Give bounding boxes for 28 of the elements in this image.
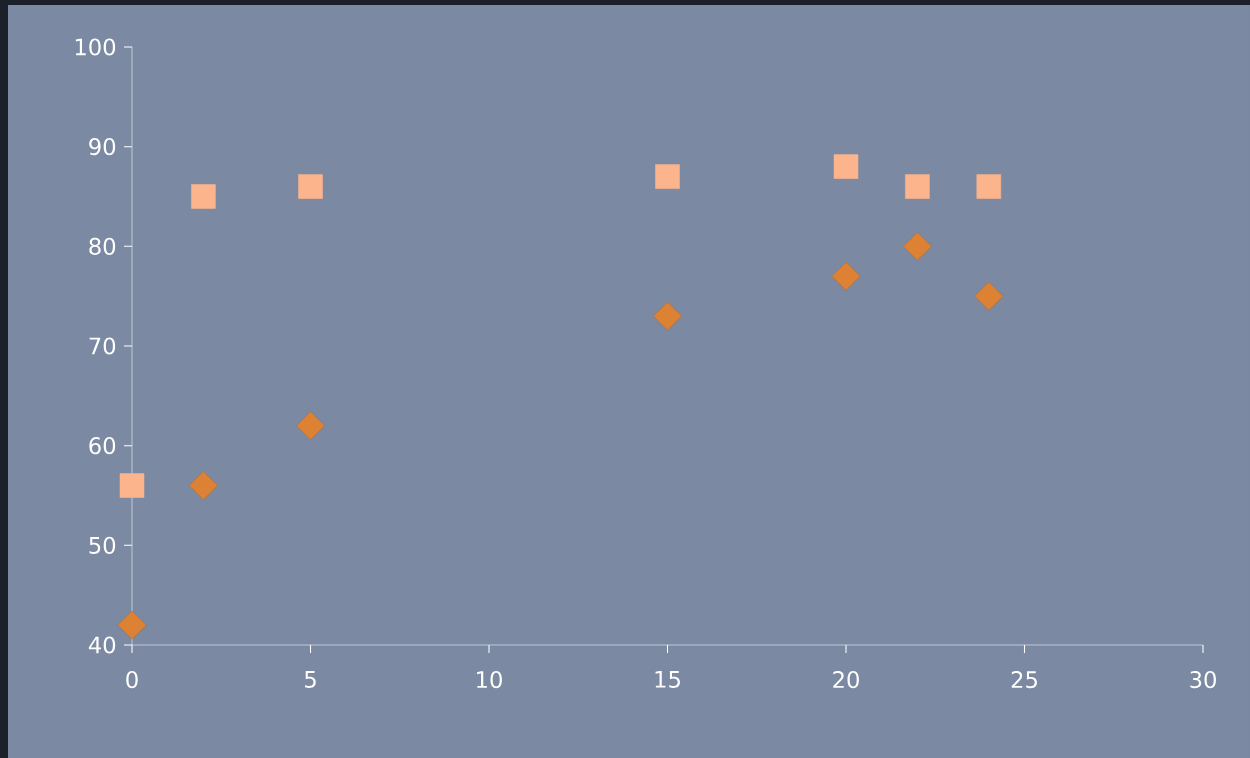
point xyxy=(831,261,861,291)
y-tick-label: 40 xyxy=(88,636,116,654)
point xyxy=(188,471,218,500)
y-tick-label: 90 xyxy=(89,138,116,156)
point xyxy=(191,184,216,209)
x-tick-label: 10 xyxy=(477,671,502,689)
x-tick-label: 20 xyxy=(833,671,859,689)
x-tick-label: 30 xyxy=(1190,671,1216,689)
point xyxy=(833,154,859,179)
point xyxy=(298,174,323,199)
point xyxy=(296,411,325,441)
y-tick-label: 50 xyxy=(89,536,116,554)
y-tick-label: 60 xyxy=(89,437,116,455)
point xyxy=(974,281,1004,311)
x-tick-label: 25 xyxy=(1011,671,1037,689)
x-tick-label: 0 xyxy=(126,671,138,689)
point xyxy=(655,164,680,189)
point xyxy=(117,610,147,640)
point xyxy=(653,301,682,331)
point xyxy=(976,174,1002,199)
point xyxy=(905,174,930,199)
y-tick-label: 100 xyxy=(75,38,116,56)
point xyxy=(902,231,932,261)
x-tick-label: 5 xyxy=(305,671,316,688)
y-tick-label: 80 xyxy=(89,237,116,255)
y-tick-label: 70 xyxy=(89,337,116,355)
x-tick-label: 15 xyxy=(655,671,680,688)
point xyxy=(119,473,145,498)
